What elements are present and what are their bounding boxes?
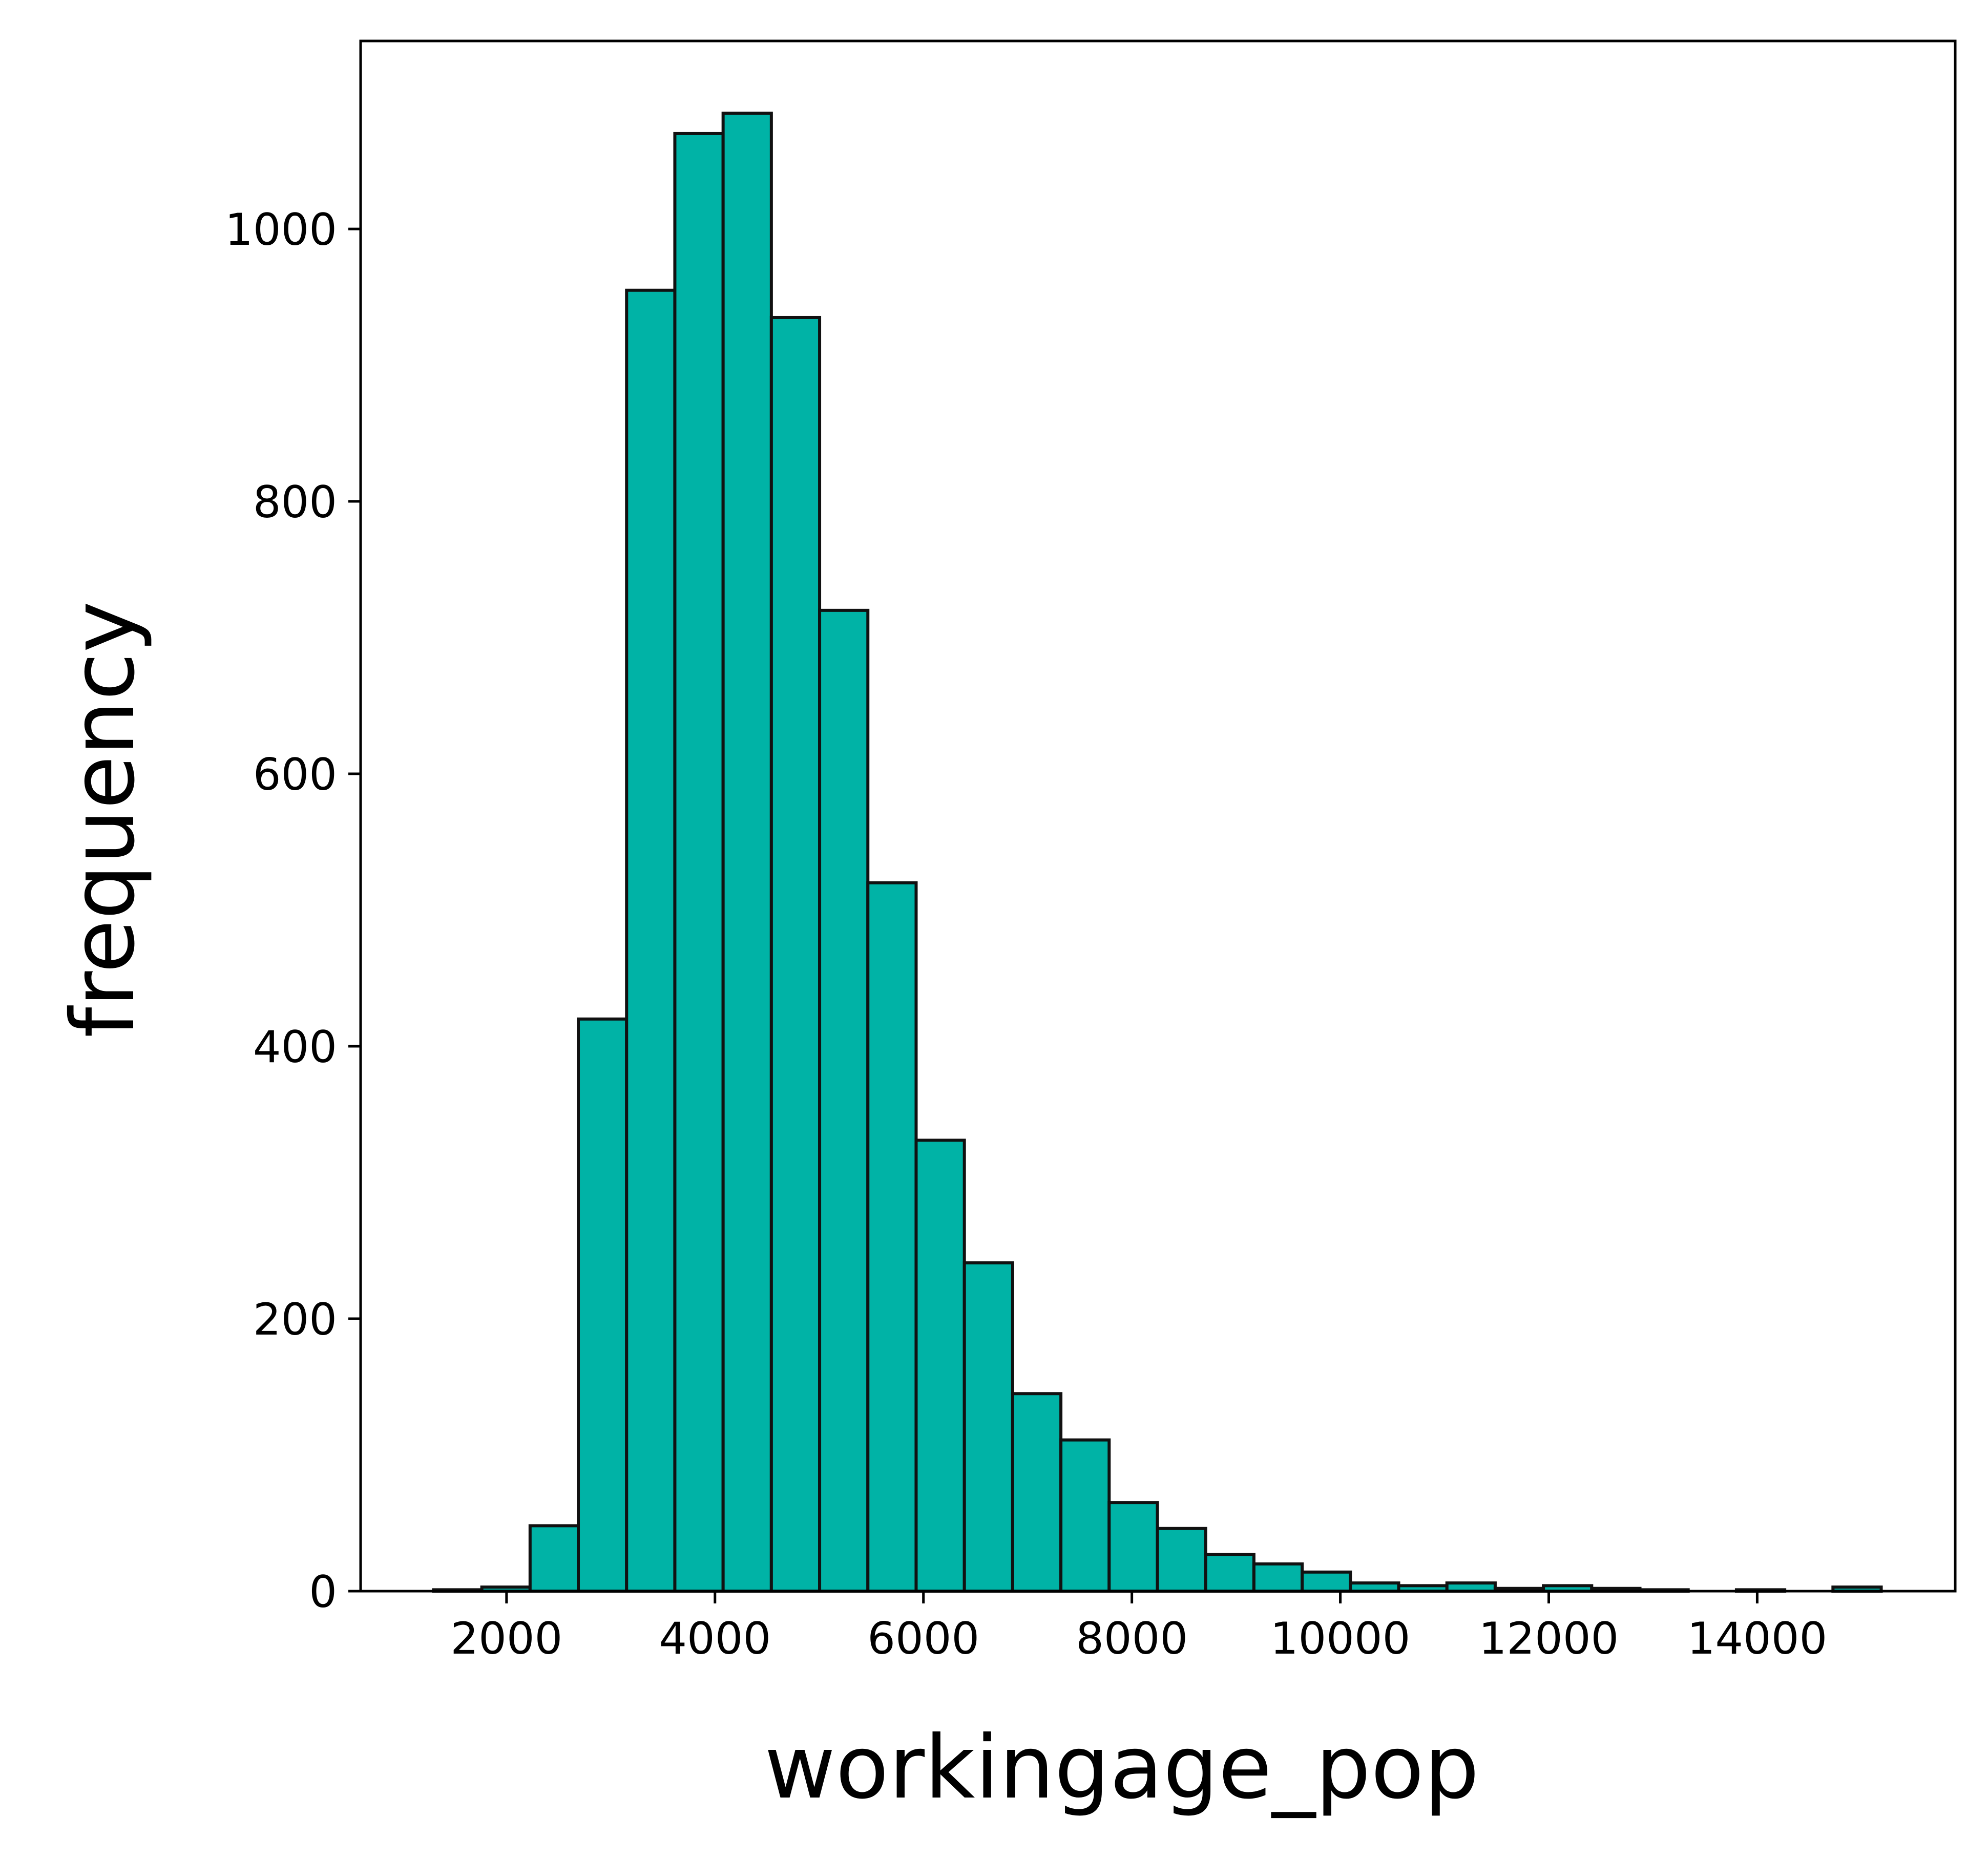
y-axis-label: frequency <box>53 601 154 1038</box>
x-tick-label: 8000 <box>1076 1613 1188 1664</box>
histogram-bar <box>1156 1527 1207 1593</box>
x-tick-label: 4000 <box>659 1613 771 1664</box>
x-axis-ticks: 2000 4000 6000 8000 10000 12000 14000 <box>450 1591 1827 1664</box>
x-tick-label: 14000 <box>1687 1613 1828 1664</box>
histogram-bar <box>1301 1570 1352 1593</box>
histogram-bar <box>1011 1392 1063 1593</box>
y-tick-label: 200 <box>253 1294 337 1345</box>
histogram-bar <box>769 315 822 1593</box>
y-tick-label: 0 <box>309 1567 337 1618</box>
histogram-bar <box>625 288 677 1593</box>
y-tick-label: 600 <box>253 749 337 800</box>
histogram-bar <box>1107 1501 1159 1593</box>
x-axis-label: workingage_pop <box>764 1717 1479 1819</box>
x-tick-label: 2000 <box>450 1613 562 1664</box>
histogram-bar <box>866 881 918 1593</box>
x-tick-label: 10000 <box>1270 1613 1411 1664</box>
plot-frame <box>359 39 1957 1593</box>
x-tick-label: 12000 <box>1479 1613 1619 1664</box>
histogram-bar <box>528 1524 580 1593</box>
y-tick-label: 400 <box>253 1022 337 1073</box>
histogram-bar <box>1252 1562 1304 1593</box>
x-tick-label: 6000 <box>867 1613 979 1664</box>
y-tick-label: 1000 <box>225 204 337 256</box>
histogram-bar <box>818 608 870 1593</box>
histogram-bar <box>673 132 725 1593</box>
y-axis-ticks: 0 200 400 600 800 1000 <box>225 204 361 1618</box>
histogram-bar <box>962 1261 1014 1593</box>
histogram-bar <box>721 111 773 1593</box>
histogram-bar <box>577 1017 629 1593</box>
histogram-bar <box>1059 1438 1111 1593</box>
histogram-bar <box>1204 1553 1255 1593</box>
histogram-bars <box>432 111 1883 1593</box>
histogram-bar <box>914 1138 966 1593</box>
y-tick-label: 800 <box>253 477 337 528</box>
